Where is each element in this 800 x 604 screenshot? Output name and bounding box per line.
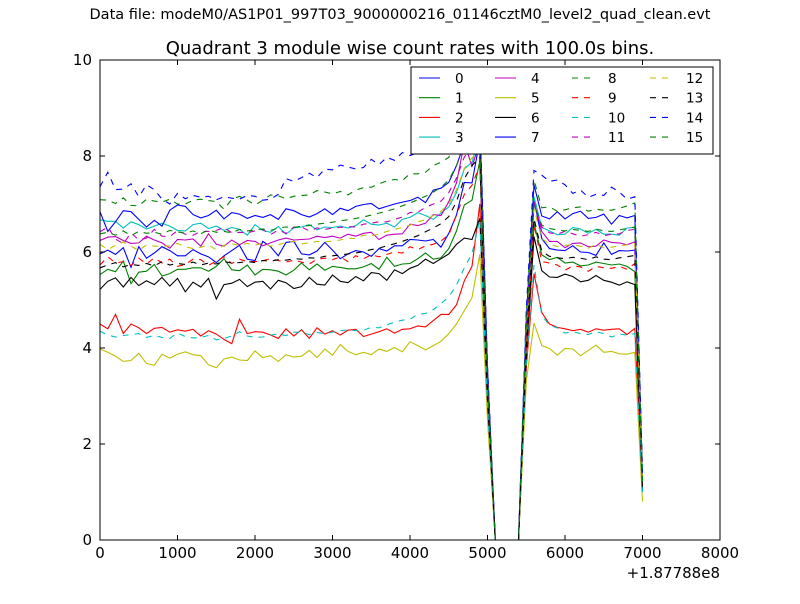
legend-label-3: 3 <box>455 130 464 146</box>
x-tick-label: 7000 <box>623 544 661 562</box>
legend-label-8: 8 <box>608 71 617 87</box>
legend-label-4: 4 <box>531 71 540 87</box>
series-line-14 <box>99 85 644 541</box>
series-line-10 <box>99 219 644 541</box>
y-tick-label: 6 <box>82 243 92 261</box>
y-tick-label: 10 <box>73 51 92 69</box>
x-tick-label: 3000 <box>313 544 351 562</box>
x-tick-label: 4000 <box>391 544 429 562</box>
x-tick-label: 0 <box>95 544 105 562</box>
data-file-title: Data file: modeM0/AS1P01_997T03_90000002… <box>89 7 711 23</box>
x-tick-label: 5000 <box>468 544 506 562</box>
legend-label-14: 14 <box>686 110 703 126</box>
legend-label-11: 11 <box>608 130 625 146</box>
legend-box <box>410 66 714 155</box>
legend-label-6: 6 <box>531 110 540 126</box>
series-line-8 <box>99 109 644 541</box>
legend-label-1: 1 <box>455 91 464 107</box>
series-line-12 <box>99 148 644 541</box>
legend-label-12: 12 <box>686 71 703 87</box>
legend-label-15: 15 <box>686 130 703 146</box>
legend-label-10: 10 <box>608 110 625 126</box>
series-line-1 <box>99 160 644 541</box>
y-tick-label: 8 <box>82 147 92 165</box>
series-line-5 <box>99 254 644 541</box>
series-line-4 <box>99 140 644 541</box>
legend-label-0: 0 <box>455 71 464 87</box>
legend-label-2: 2 <box>455 110 464 126</box>
x-tick-label: 6000 <box>546 544 584 562</box>
series-layer <box>99 85 644 541</box>
chart-title: Quadrant 3 module wise count rates with … <box>166 38 655 59</box>
x-tick-label: 8000 <box>701 544 739 562</box>
series-line-15 <box>99 136 644 541</box>
legend-label-5: 5 <box>531 91 540 107</box>
y-tick-label: 2 <box>82 435 92 453</box>
x-axis-offset-label: +1.87788e8 <box>627 564 720 582</box>
series-line-3 <box>99 135 644 541</box>
y-tick-label: 0 <box>82 531 92 549</box>
y-tick-label: 4 <box>82 339 92 357</box>
x-tick-label: 2000 <box>236 544 274 562</box>
series-line-11 <box>99 147 644 541</box>
x-tick-label: 1000 <box>158 544 196 562</box>
series-line-2 <box>99 203 644 541</box>
legend-label-9: 9 <box>608 91 617 107</box>
series-line-13 <box>99 155 644 541</box>
series-line-7 <box>99 118 644 541</box>
legend-label-7: 7 <box>531 130 540 146</box>
series-line-0 <box>99 140 644 541</box>
legend-label-13: 13 <box>686 91 703 107</box>
series-line-6 <box>99 218 644 541</box>
series-line-9 <box>99 164 644 541</box>
